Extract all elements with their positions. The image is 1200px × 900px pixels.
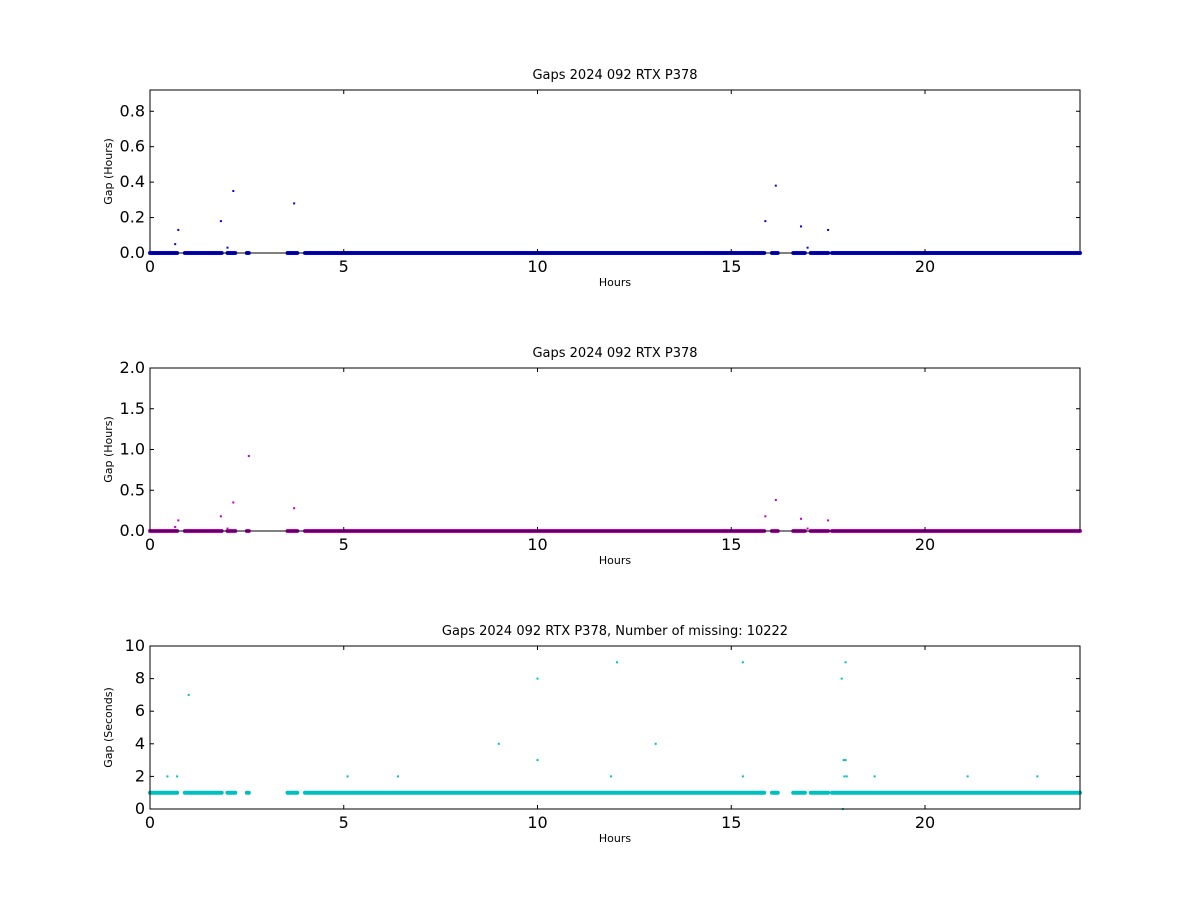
x-tick-label: 0 [145, 257, 155, 276]
data-point [845, 775, 848, 778]
y-tick-label: 1.5 [120, 399, 145, 418]
data-point [177, 519, 180, 522]
x-tick-label: 20 [915, 535, 935, 554]
x-axis-label: Hours [599, 276, 631, 289]
data-point [844, 661, 847, 664]
data-point [536, 677, 539, 680]
data-point [741, 775, 744, 778]
axes-frame [149, 645, 1081, 810]
chart-title: Gaps 2024 092 RTX P378 [532, 346, 697, 361]
x-tick-label: 10 [527, 535, 547, 554]
data-point [610, 775, 613, 778]
y-tick-label: 0.8 [120, 101, 145, 120]
data-point [176, 775, 179, 778]
data-point [293, 202, 296, 205]
y-tick-label: 2 [135, 766, 145, 785]
x-tick-label: 5 [339, 813, 349, 832]
x-tick-label: 15 [721, 535, 741, 554]
x-tick-label: 10 [527, 813, 547, 832]
data-point [174, 243, 177, 246]
data-point [800, 225, 802, 228]
data-point [397, 775, 399, 778]
x-tick-label: 15 [721, 813, 741, 832]
x-tick-label: 15 [721, 257, 741, 276]
data-point [226, 246, 229, 249]
data-point [174, 525, 177, 528]
y-tick-label: 4 [135, 734, 145, 753]
data-point [166, 775, 169, 778]
data-point [187, 693, 190, 696]
chart-title: Gaps 2024 092 RTX P378, Number of missin… [442, 624, 788, 639]
data-point [842, 759, 845, 762]
data-point [873, 775, 876, 778]
data-point [226, 527, 229, 530]
data-point [346, 775, 349, 778]
data-point [219, 515, 222, 518]
data-point [966, 775, 969, 778]
data-point [827, 228, 830, 231]
data-point [293, 507, 296, 510]
data-point [741, 661, 744, 664]
y-tick-label: 0.0 [120, 521, 145, 540]
data-point [219, 220, 222, 223]
data-point [843, 775, 846, 778]
data-point [764, 515, 767, 518]
y-tick-label: 2.0 [120, 358, 145, 377]
y-tick-label: 0.5 [120, 480, 145, 499]
data-point [247, 455, 250, 458]
data-point [1036, 775, 1039, 778]
data-point [840, 677, 843, 680]
y-tick-label: 0.4 [120, 172, 145, 191]
data-point [806, 246, 809, 249]
data-point [774, 499, 777, 502]
chart-title: Gaps 2024 092 RTX P378 [532, 68, 697, 83]
y-tick-label: 0.2 [120, 208, 145, 227]
y-tick-label: 0.6 [120, 137, 145, 156]
data-point [774, 184, 777, 187]
y-tick-label: 10 [125, 636, 145, 655]
data-point [536, 759, 539, 762]
y-axis-label: Gap (Hours) [102, 416, 115, 483]
x-tick-label: 0 [145, 813, 155, 832]
chart-panel-3: Gaps 2024 092 RTX P378, Number of missin… [102, 624, 1082, 845]
data-point [844, 759, 847, 762]
y-tick-label: 6 [135, 701, 145, 720]
x-axis-label: Hours [599, 832, 631, 845]
data-point [654, 742, 657, 745]
y-axis-label: Gap (Hours) [102, 138, 115, 205]
y-tick-label: 8 [135, 669, 145, 688]
data-point [800, 517, 802, 520]
data-point [497, 742, 500, 745]
chart-panel-2: Gaps 2024 092 RTX P378 Hours Gap (Hours) 0 5… [102, 346, 1082, 567]
x-tick-label: 0 [145, 535, 155, 554]
x-tick-label: 20 [915, 257, 935, 276]
data-point [827, 519, 830, 522]
x-tick-label: 5 [339, 257, 349, 276]
data-point [232, 189, 235, 192]
axes-frame [149, 367, 1081, 532]
data-point [806, 527, 809, 530]
y-tick-label: 0.0 [120, 243, 145, 262]
x-axis-label: Hours [599, 554, 631, 567]
data-point [615, 661, 618, 664]
axes-frame [149, 89, 1081, 254]
x-tick-label: 5 [339, 535, 349, 554]
x-tick-label: 10 [527, 257, 547, 276]
y-tick-label: 1.0 [120, 440, 145, 459]
data-point [764, 220, 767, 223]
y-axis-label: Gap (Seconds) [102, 687, 115, 768]
data-point [177, 228, 180, 231]
data-point [232, 501, 235, 504]
chart-panel-1: Gaps 2024 092 RTX P378 Hours Gap (Hours) 0 5… [102, 68, 1082, 289]
x-tick-label: 20 [915, 813, 935, 832]
y-tick-label: 0 [135, 799, 145, 818]
